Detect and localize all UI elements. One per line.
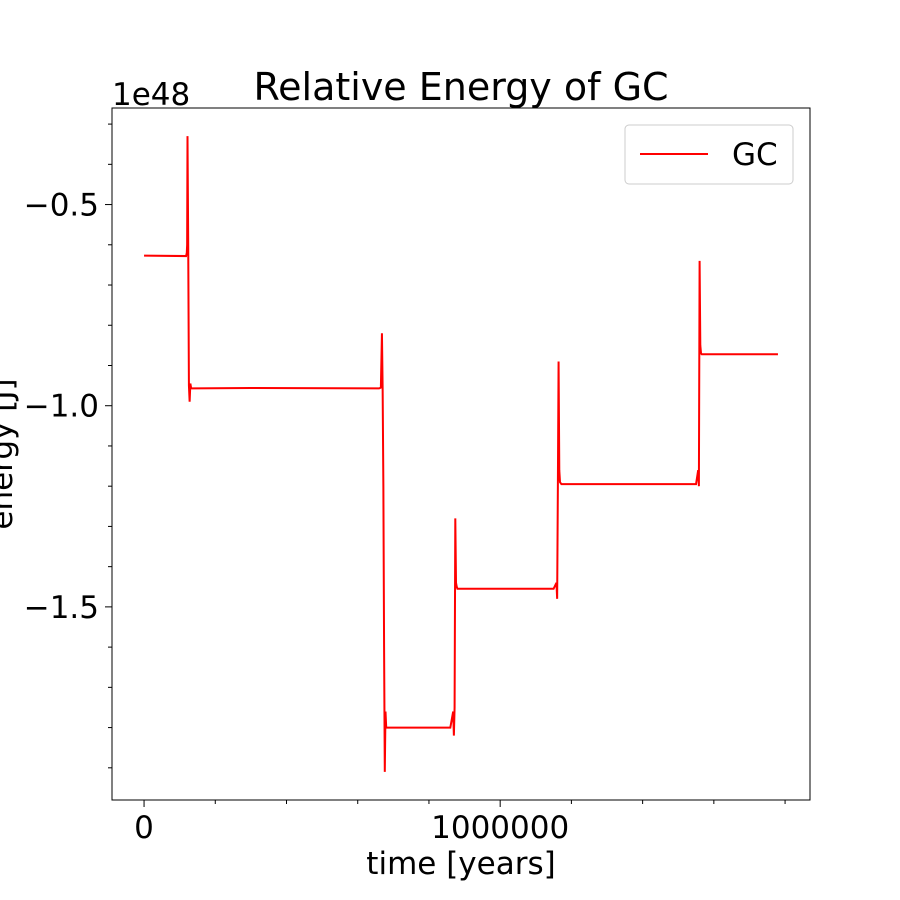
x-axis-label: time [years]: [366, 846, 555, 882]
y-tick-label: −1.5: [24, 590, 99, 626]
x-tick-label: 0: [134, 810, 154, 846]
y-axis-label: energy [J]: [0, 378, 20, 529]
legend-box: [624, 124, 794, 185]
legend: GC: [624, 124, 794, 185]
major-ticks: [105, 204, 501, 807]
tick-labels: 0 1000000 −0.5 −1.0 −1.5: [24, 188, 569, 846]
x-tick-label: 1000000: [431, 810, 569, 846]
plot-lines: [144, 136, 778, 772]
y-offset-label: 1e48: [112, 77, 190, 113]
y-tick-label: −0.5: [24, 188, 99, 224]
minor-ticks: [108, 123, 786, 804]
series-line-gc: [144, 136, 778, 772]
y-tick-label: −1.0: [24, 389, 99, 425]
legend-label: GC: [732, 137, 778, 173]
chart-title: Relative Energy of GC: [253, 65, 668, 109]
plot-area-frame: [111, 107, 811, 801]
